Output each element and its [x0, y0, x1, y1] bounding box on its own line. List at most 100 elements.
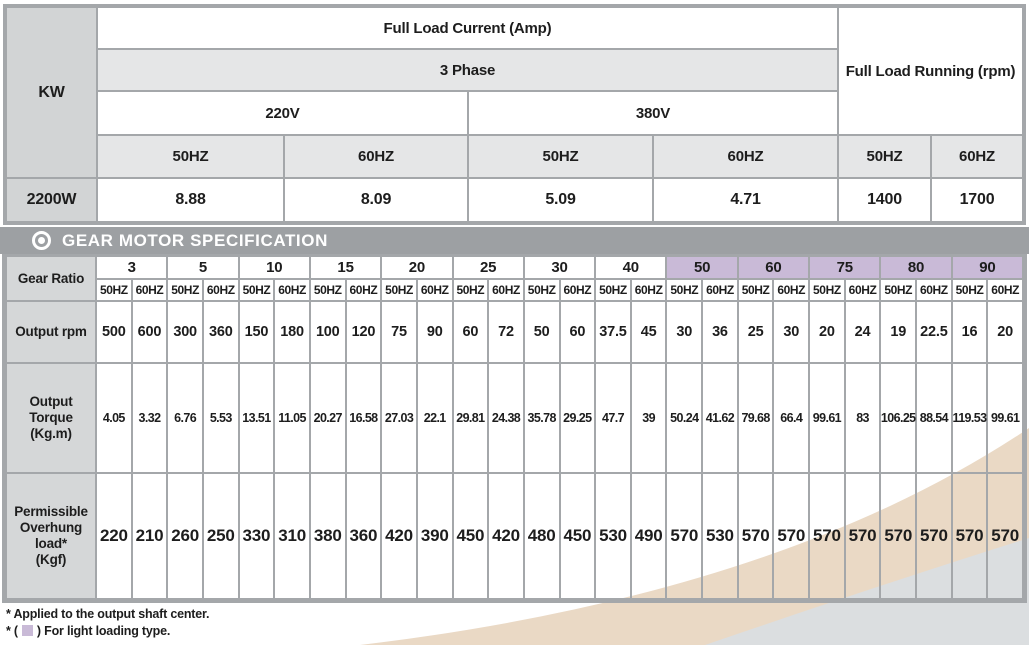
hz-subheader: 50HZ — [880, 279, 917, 301]
gear-ratio-header: 30 — [523, 256, 596, 279]
gear-ratio-header: 15 — [309, 256, 382, 279]
light-loading-swatch-icon — [21, 625, 33, 636]
footnote-light-loading: * ( ) For light loading type. — [6, 623, 209, 640]
footnote-2-suffix: ) For light loading type. — [36, 624, 171, 638]
output-torque-value: 29.25 — [559, 363, 596, 473]
overhung-load-value: 450 — [559, 473, 596, 599]
footnote-2-prefix: * ( — [6, 624, 18, 638]
output-torque-value: 39 — [630, 363, 667, 473]
output-torque-value: 79.68 — [737, 363, 774, 473]
hz-subheader: 60HZ — [131, 279, 168, 301]
section-title-bar: GEAR MOTOR SPECIFICATION — [0, 227, 1029, 254]
output-torque-value: 20.27 — [309, 363, 346, 473]
overhung-load-value: 450 — [452, 473, 489, 599]
hz60-header: 60HZ — [285, 136, 467, 177]
hz60-header: 60HZ — [654, 136, 837, 177]
overhung-load-value: 530 — [595, 473, 631, 599]
output-rpm-value: 30 — [666, 301, 703, 363]
output-rpm-value: 16 — [951, 301, 988, 363]
output-rpm-value: 24 — [844, 301, 881, 363]
hz50-header: 50HZ — [98, 136, 283, 177]
output-rpm-value: 75 — [381, 301, 417, 363]
hz-subheader: 50HZ — [309, 279, 346, 301]
output-rpm-value: 50 — [523, 301, 560, 363]
overhung-load-value: 530 — [702, 473, 738, 599]
output-rpm-value: 360 — [202, 301, 239, 363]
current-value-380-60: 4.71 — [654, 179, 837, 221]
hz-subheader: 60HZ — [559, 279, 596, 301]
footnotes: * Applied to the output shaft center. * … — [6, 606, 209, 640]
hz-subheader: 50HZ — [809, 279, 845, 301]
hz-subheader: 50HZ — [167, 279, 203, 301]
overhung-load-value: 570 — [880, 473, 917, 599]
overhung-load-value: 480 — [523, 473, 560, 599]
current-value-220-50: 8.88 — [98, 179, 283, 221]
overhung-load-value: 210 — [131, 473, 168, 599]
gear-ratio-header: 50 — [666, 256, 738, 279]
overhung-load-value: 570 — [809, 473, 845, 599]
output-rpm-value: 25 — [737, 301, 774, 363]
output-rpm-value: 600 — [131, 301, 168, 363]
output-torque-value: 3.32 — [131, 363, 168, 473]
output-torque-value: 5.53 — [202, 363, 239, 473]
phase-header: 3 Phase — [98, 50, 837, 90]
output-torque-value: 24.38 — [488, 363, 524, 473]
gear-ratio-header: 25 — [452, 256, 524, 279]
hz50-header: 50HZ — [839, 136, 930, 177]
output-rpm-value: 19 — [880, 301, 917, 363]
gear-ratio-header: 40 — [595, 256, 667, 279]
gear-ratio-header: 60 — [737, 256, 810, 279]
output-torque-value: 22.1 — [416, 363, 453, 473]
overhung-load-value: 570 — [666, 473, 703, 599]
output-rpm-label: Output rpm — [6, 301, 96, 363]
output-torque-value: 16.58 — [345, 363, 382, 473]
overhung-load-value: 310 — [274, 473, 310, 599]
output-torque-value: 13.51 — [238, 363, 275, 473]
hz-subheader: 60HZ — [488, 279, 524, 301]
output-rpm-value: 500 — [96, 301, 132, 363]
hz-subheader: 50HZ — [238, 279, 275, 301]
overhung-load-value: 570 — [916, 473, 952, 599]
hz-subheader: 60HZ — [345, 279, 382, 301]
hz-subheader: 60HZ — [844, 279, 881, 301]
hz-subheader: 60HZ — [416, 279, 453, 301]
decor-swoosh-gray — [705, 538, 1029, 645]
output-torque-value: 99.61 — [809, 363, 845, 473]
footnote-shaft-center: * Applied to the output shaft center. — [6, 607, 210, 621]
output-rpm-value: 90 — [416, 301, 453, 363]
overhung-load-value: 260 — [167, 473, 203, 599]
hz-subheader: 50HZ — [523, 279, 560, 301]
gear-ratio-header: 90 — [951, 256, 1023, 279]
output-rpm-value: 60 — [559, 301, 596, 363]
output-torque-value: 47.7 — [595, 363, 631, 473]
output-rpm-value: 300 — [167, 301, 203, 363]
output-rpm-value: 20 — [987, 301, 1023, 363]
hz-subheader: 60HZ — [773, 279, 810, 301]
output-torque-value: 11.05 — [274, 363, 310, 473]
hz60-header: 60HZ — [932, 136, 1022, 177]
output-rpm-value: 20 — [809, 301, 845, 363]
full-load-table: KW Full Load Current (Amp) Full Load Run… — [3, 4, 1026, 225]
overhung-load-label: Permissible Overhung load* (Kgf) — [6, 473, 96, 599]
output-rpm-value: 37.5 — [595, 301, 631, 363]
output-torque-value: 6.76 — [167, 363, 203, 473]
output-torque-value: 66.4 — [773, 363, 810, 473]
output-rpm-value: 100 — [309, 301, 346, 363]
overhung-load-value: 390 — [416, 473, 453, 599]
output-torque-label: Output Torque (Kg.m) — [6, 363, 96, 473]
current-value-380-50: 5.09 — [469, 179, 652, 221]
output-rpm-value: 72 — [488, 301, 524, 363]
output-rpm-value: 120 — [345, 301, 382, 363]
decor-swoosh-beige — [360, 428, 1029, 645]
hz-subheader: 50HZ — [666, 279, 703, 301]
output-torque-value: 41.62 — [702, 363, 738, 473]
overhung-load-value: 380 — [309, 473, 346, 599]
overhung-load-value: 420 — [488, 473, 524, 599]
overhung-load-value: 570 — [773, 473, 810, 599]
overhung-load-value: 570 — [737, 473, 774, 599]
output-rpm-value: 150 — [238, 301, 275, 363]
output-torque-value: 106.25 — [880, 363, 916, 473]
full-load-running-header: Full Load Running (rpm) — [839, 8, 1022, 134]
gear-ratio-header: 20 — [381, 256, 453, 279]
